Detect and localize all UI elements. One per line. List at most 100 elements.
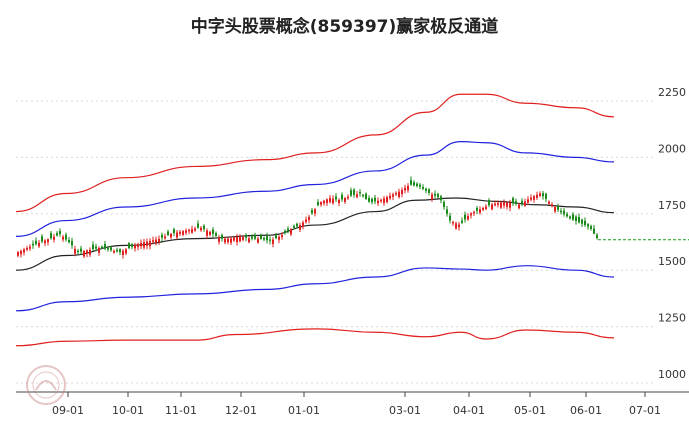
candle-body [38, 242, 40, 247]
candle-body [452, 221, 454, 224]
candle-body [296, 223, 298, 227]
candle-body [98, 247, 100, 253]
candle-body [431, 194, 433, 200]
candle-body [566, 213, 568, 217]
candle-body [500, 202, 502, 208]
candle-body [449, 215, 451, 221]
candle-body [71, 240, 73, 246]
x-tick-label: 07-01 [629, 404, 661, 417]
candle-body [536, 194, 538, 198]
candle-body [407, 185, 409, 191]
x-tick-label: 05-01 [514, 404, 546, 417]
candle-body [569, 216, 571, 219]
grid-lines [16, 100, 655, 384]
candle-body [170, 233, 172, 238]
candle-body [494, 203, 496, 206]
watermark [22, 362, 212, 408]
candle-body [581, 219, 583, 224]
candle-body [560, 210, 562, 213]
candle-body [344, 198, 346, 202]
candle-body [455, 223, 457, 229]
candle-body [545, 193, 547, 199]
candle-body [197, 223, 199, 228]
candle-body [125, 249, 127, 254]
candle-body [167, 231, 169, 236]
candle-body [86, 250, 88, 254]
candle-body [221, 234, 223, 239]
y-tick-label: 1250 [658, 312, 686, 325]
candle-body [329, 198, 331, 203]
candle-body [218, 237, 220, 242]
candle-body [368, 197, 370, 202]
candle-body [164, 236, 166, 239]
candle-body [458, 224, 460, 228]
candle-body [212, 229, 214, 234]
candle-body [80, 248, 82, 252]
candle-body [182, 231, 184, 235]
candle-body [269, 239, 271, 241]
candle-body [230, 238, 232, 243]
x-tick-label: 11-01 [165, 404, 197, 417]
candle-body [557, 205, 559, 210]
candle-body [356, 194, 358, 198]
candle-body [302, 222, 304, 227]
candle-body [584, 220, 586, 226]
candle-body [380, 199, 382, 202]
candle-body [305, 219, 307, 223]
candle-body [116, 249, 118, 252]
candle-body [254, 235, 256, 239]
candle-body [299, 225, 301, 230]
candle-body [227, 238, 229, 243]
candle-body [371, 198, 373, 203]
candle-body [287, 228, 289, 231]
candle-body [278, 236, 280, 240]
candle-body [149, 240, 151, 247]
candle-body [113, 250, 115, 253]
candle-body [350, 190, 352, 196]
candle-body [419, 184, 421, 187]
channel-lines [15, 93, 615, 347]
candle-body [308, 216, 310, 221]
candle-body [506, 202, 508, 207]
candle-body [200, 227, 202, 231]
candle-body [491, 204, 493, 210]
candle-body [56, 233, 58, 236]
candle-body [248, 238, 250, 243]
candle-body [83, 251, 85, 257]
candle-body [104, 244, 106, 249]
candle-body [530, 197, 532, 200]
candle-body [365, 193, 367, 199]
candle-body [62, 236, 64, 240]
candle-body [53, 236, 55, 240]
candle-body [161, 234, 163, 238]
candle-body [503, 202, 505, 206]
candle-body [410, 180, 412, 185]
candle-body [275, 235, 277, 239]
candle-body [554, 207, 556, 212]
candle-body [401, 189, 403, 195]
candle-body [476, 208, 478, 211]
candle-body [386, 197, 388, 203]
candle-body [437, 193, 439, 198]
candle-body [425, 188, 427, 191]
candle-body [470, 213, 472, 216]
candle-body [263, 237, 265, 240]
candle-body [77, 250, 79, 253]
x-axis-ticks: 09-01 10-01 11-01 12-01 01-01 03-01 04-01 05-01… [52, 392, 661, 417]
candle-body [281, 235, 283, 237]
candle-body [89, 249, 91, 255]
candle-body [518, 204, 520, 209]
candle-body [527, 199, 529, 203]
channel-middle [15, 197, 615, 271]
candle-body [320, 202, 322, 205]
candle-body [179, 231, 181, 234]
candle-body [347, 196, 349, 199]
candle-body [20, 250, 22, 255]
candle-body [428, 189, 430, 193]
watermark-seal-icon [26, 365, 66, 405]
candle-body [563, 210, 565, 215]
candle-body [92, 244, 94, 250]
y-tick-label: 1000 [658, 368, 686, 381]
candle-body [272, 239, 274, 244]
candle-body [548, 201, 550, 204]
